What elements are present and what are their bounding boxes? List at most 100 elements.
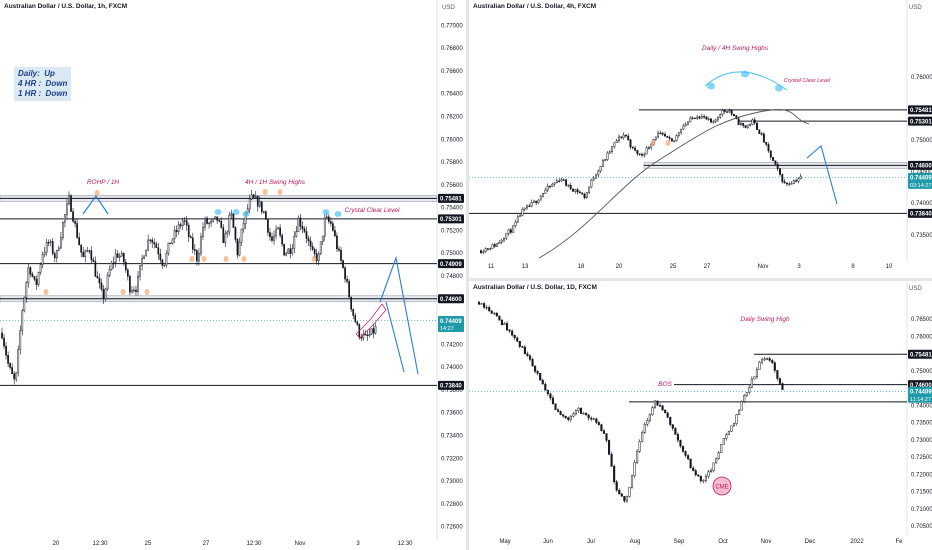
- price-label: 0.74600: [910, 383, 932, 389]
- price-label: 0.75481: [440, 197, 462, 203]
- candle: [514, 221, 517, 227]
- x-tick-label: 3: [797, 264, 801, 270]
- moving-average-line: [538, 109, 810, 259]
- candle: [80, 244, 83, 253]
- highlight-marker-orange: [277, 189, 283, 195]
- candle: [536, 371, 539, 374]
- candle: [657, 132, 660, 138]
- candle: [283, 243, 286, 256]
- candle: [157, 247, 160, 255]
- highlight-marker-orange: [223, 256, 229, 262]
- candle: [350, 296, 353, 310]
- candle: [100, 282, 103, 290]
- candle: [583, 193, 586, 198]
- x-tick-label: 8: [851, 264, 855, 270]
- candle: [666, 135, 669, 138]
- candle: [723, 110, 726, 112]
- candle: [567, 184, 570, 187]
- candle: [646, 420, 649, 425]
- chart-panel-1d[interactable]: 0.765000.760000.755000.750000.745000.740…: [469, 281, 932, 550]
- candle: [799, 175, 802, 180]
- y-tick-label: 0.75000: [911, 369, 932, 375]
- candle: [681, 445, 685, 452]
- x-tick-label: Dec: [805, 539, 816, 545]
- candle: [750, 378, 753, 388]
- candle: [129, 275, 131, 293]
- candle: [684, 124, 687, 127]
- candle: [592, 418, 595, 420]
- channel-box: [355, 303, 387, 339]
- candle: [222, 227, 225, 244]
- candle: [592, 177, 595, 181]
- candle: [330, 221, 332, 224]
- chart-panel-4h[interactable]: 0.760000.755000.750000.745000.740000.735…: [469, 0, 932, 278]
- chart-4h-svg[interactable]: 0.760000.755000.750000.745000.740000.735…: [469, 0, 932, 278]
- candle: [194, 249, 196, 251]
- candle: [183, 220, 186, 222]
- price-label: 0.73840: [910, 212, 932, 218]
- candle: [102, 288, 105, 300]
- candle: [500, 319, 504, 326]
- chart-1d-svg[interactable]: 0.765000.760000.755000.750000.745000.740…: [469, 281, 932, 550]
- highlight-marker-orange: [311, 256, 317, 262]
- candle: [599, 166, 602, 172]
- candle: [508, 329, 511, 332]
- candle: [676, 434, 679, 441]
- y-tick-label: 0.75800: [441, 160, 463, 166]
- candle: [528, 205, 531, 207]
- candle: [90, 250, 93, 260]
- candle: [159, 253, 162, 261]
- highlight-marker-orange: [241, 256, 247, 262]
- candle: [569, 415, 572, 420]
- candle: [226, 231, 229, 234]
- candle: [374, 325, 377, 334]
- x-tick-label: 20: [616, 264, 623, 270]
- candle: [291, 248, 294, 254]
- highlight-marker-blue: [214, 209, 222, 215]
- candle: [53, 253, 56, 259]
- candle: [743, 395, 746, 402]
- candle: [317, 253, 320, 262]
- candle: [562, 179, 565, 181]
- candle: [755, 369, 758, 378]
- candle: [753, 119, 756, 124]
- candle: [271, 236, 273, 241]
- candle: [745, 392, 748, 396]
- candle: [702, 480, 705, 482]
- candle: [250, 194, 253, 200]
- projection-arrow: [385, 301, 405, 373]
- candle: [364, 334, 367, 336]
- candle: [574, 189, 577, 192]
- chart-1h-svg[interactable]: 0.77000 0.76800 0.76600 0.76400 0.76200 0.760…: [0, 0, 466, 550]
- candle: [608, 440, 611, 455]
- candle: [108, 269, 111, 276]
- candle: [260, 201, 263, 213]
- candle: [707, 471, 710, 477]
- candle: [705, 116, 708, 120]
- candle: [202, 227, 204, 237]
- candle: [739, 122, 742, 125]
- panel-divider[interactable]: [466, 0, 469, 550]
- candle: [506, 323, 509, 331]
- candle: [622, 134, 625, 139]
- candle: [45, 242, 48, 253]
- price-label: 0.73840: [440, 384, 462, 390]
- candle: [633, 462, 636, 477]
- candle: [615, 140, 618, 143]
- candle: [636, 150, 639, 155]
- candle: [675, 135, 678, 141]
- candle: [542, 193, 545, 197]
- price-label-bg: [438, 380, 464, 390]
- candle: [200, 236, 202, 254]
- bias-4hr: 4 HR : Down: [18, 79, 68, 88]
- panel-divider[interactable]: [469, 278, 932, 281]
- candle: [490, 310, 493, 314]
- y-tick-label: 0.74000: [441, 365, 463, 371]
- bias-1hr: 1 HR : Down: [18, 89, 68, 98]
- candle: [116, 253, 119, 258]
- annotation-crystal-clear: Crystal Clear Level: [784, 78, 831, 84]
- candle: [680, 128, 683, 133]
- candle: [33, 276, 36, 280]
- candle: [27, 267, 30, 283]
- chart-panel-1h[interactable]: 0.77000 0.76800 0.76600 0.76400 0.76200 0.760…: [0, 0, 466, 550]
